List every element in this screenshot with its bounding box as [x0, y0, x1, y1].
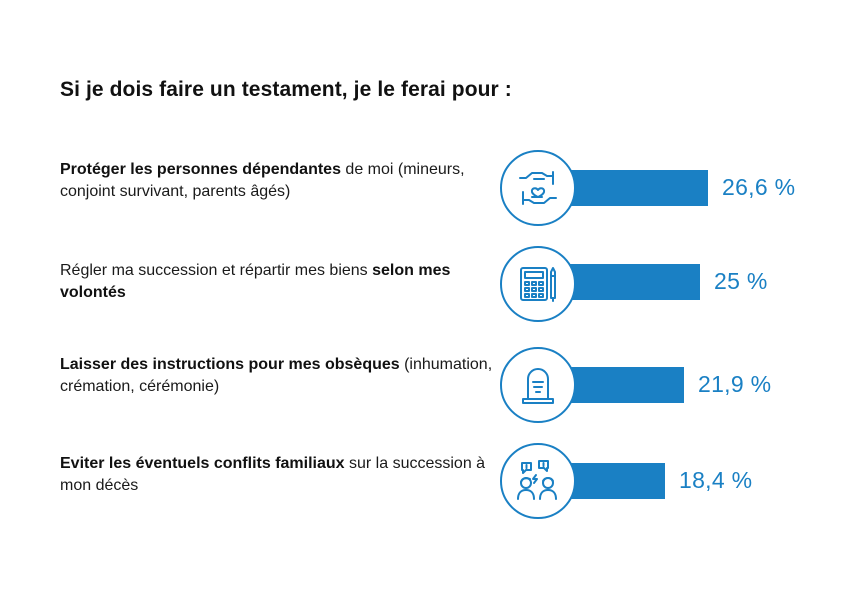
bar — [570, 170, 708, 206]
family-conflict-icon — [500, 443, 576, 519]
bar-value-label: 18,4 % — [679, 467, 753, 493]
row-label-normal: sur la succession à mon décès — [60, 455, 486, 494]
chart-row: Protéger les personnes dépendantes de mo… — [0, 138, 842, 234]
row-label-bold: Laisser des instructions pour mes obsèqu… — [60, 356, 400, 373]
row-label-normal: (inhumation, crémation, cérémonie) — [60, 356, 493, 395]
calculator-pencil-icon — [500, 246, 576, 322]
row-label: Laisser des instructions pour mes obsèqu… — [60, 354, 500, 398]
row-label: Protéger les personnes dépendantes de mo… — [60, 159, 500, 203]
row-label: Eviter les éventuels conflits familiaux … — [60, 453, 500, 497]
bar — [570, 367, 684, 403]
row-label-bold-end: selon mes volontés — [60, 262, 451, 301]
chart-title: Si je dois faire un testament, je le fer… — [60, 78, 512, 101]
row-label: Régler ma succession et répartir mes bie… — [60, 260, 500, 304]
hands-heart-icon — [500, 150, 576, 226]
bar — [570, 463, 665, 499]
row-label-bold: Eviter les éventuels conflits familiaux — [60, 455, 345, 472]
bar-value-label: 21,9 % — [698, 371, 772, 397]
bar-value-label: 25 % — [714, 268, 768, 294]
row-label-normal: Régler ma succession et répartir mes bie… — [60, 262, 373, 279]
chart-row: Eviter les éventuels conflits familiaux … — [0, 433, 842, 529]
bar-value-label: 26,6 % — [722, 174, 796, 200]
bar — [570, 264, 700, 300]
row-label-normal: de moi (mineurs, conjoint survivant, par… — [60, 161, 465, 200]
chart-row: Régler ma succession et répartir mes bie… — [0, 235, 842, 331]
row-label-bold: Protéger les personnes dépendantes — [60, 161, 341, 178]
chart-row: Laisser des instructions pour mes obsèqu… — [0, 336, 842, 432]
gravestone-icon — [500, 347, 576, 423]
